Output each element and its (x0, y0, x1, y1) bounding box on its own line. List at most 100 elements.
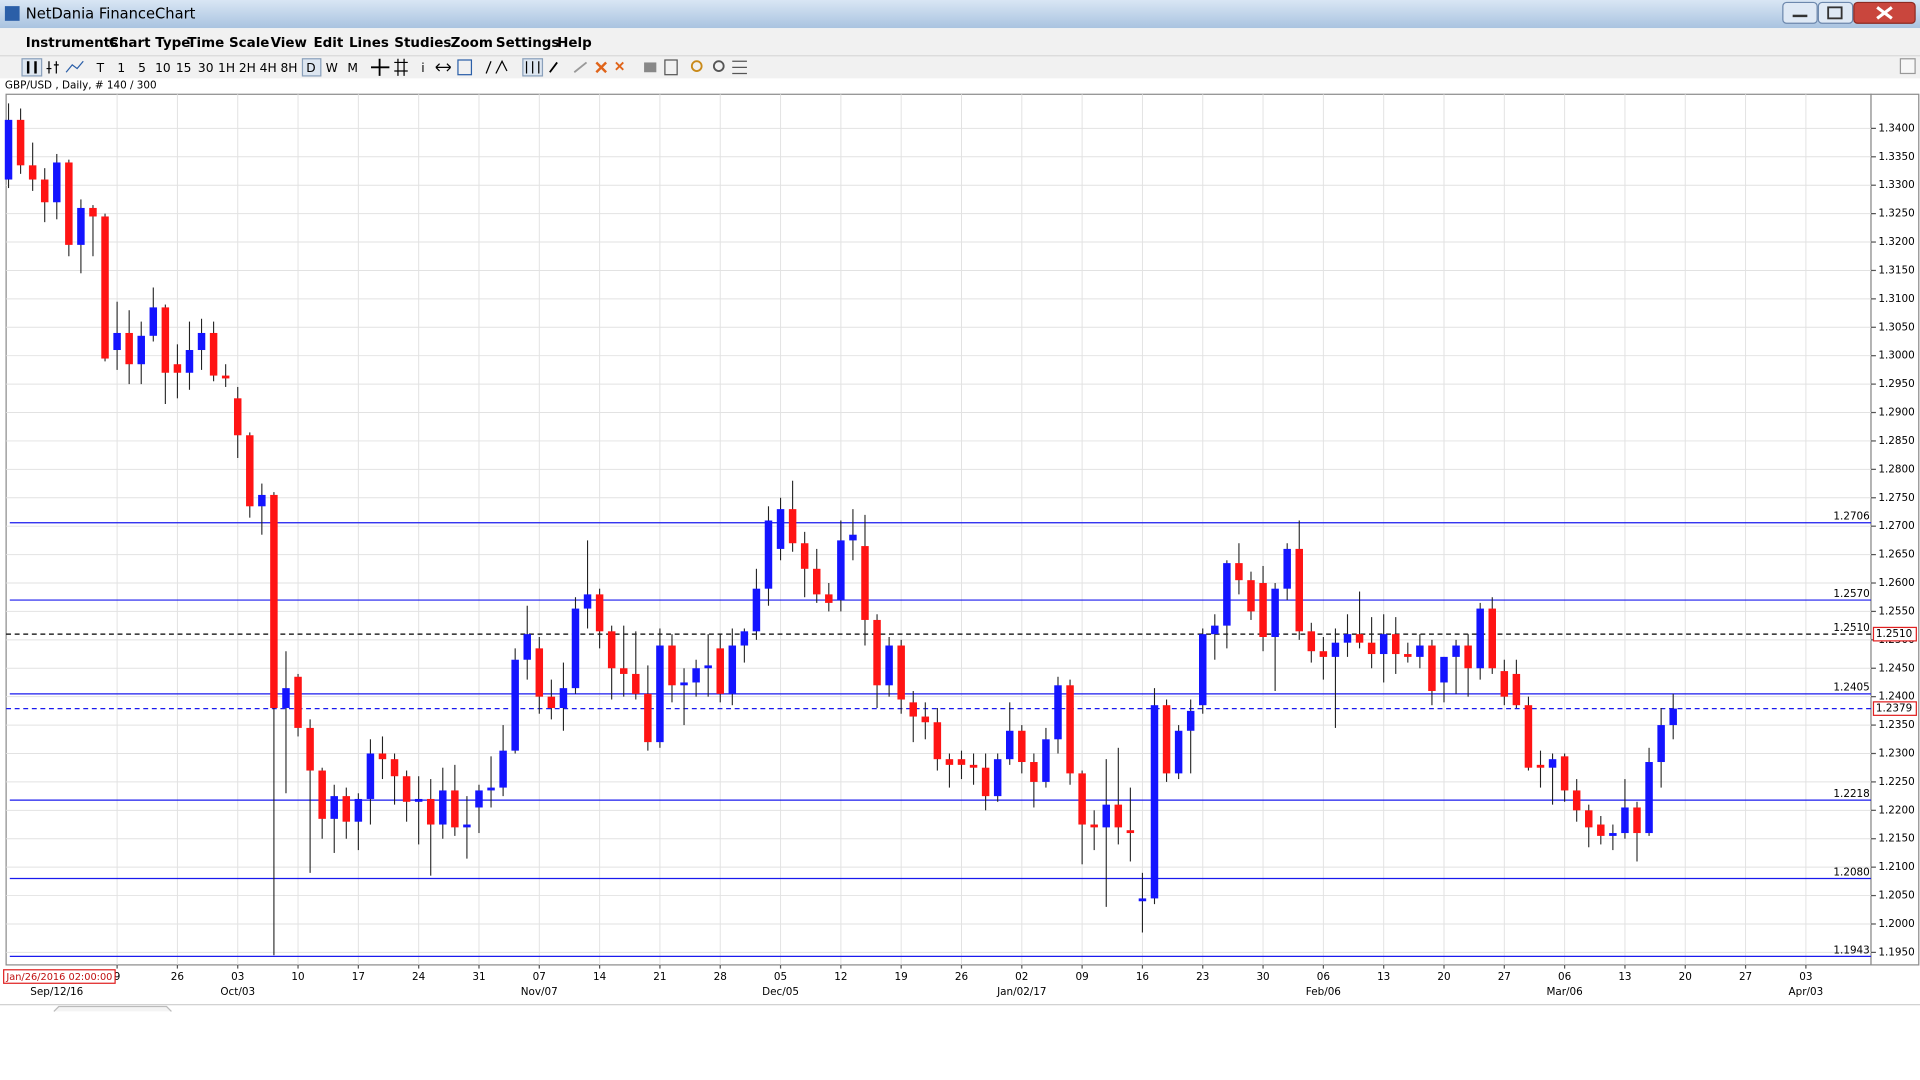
candle-body (1379, 634, 1388, 655)
menu-item[interactable]: Zoom (451, 36, 493, 51)
candle-body (1271, 588, 1279, 637)
y-tick-label: 1.3150 (1878, 264, 1914, 276)
candle-body (149, 307, 158, 336)
minimize-button[interactable] (1782, 1, 1818, 24)
interval-button[interactable]: 5 (138, 61, 146, 75)
candle-body (1355, 634, 1364, 643)
menu-item[interactable]: Time Scale (187, 36, 269, 51)
crosshair-label: Jan/26/2016 02:00:00 (5, 972, 112, 983)
tool-delete-all[interactable] (615, 61, 624, 71)
candle-body (77, 207, 85, 245)
candle-body (957, 759, 966, 765)
candle-body (1548, 759, 1557, 768)
candle-body (65, 162, 73, 245)
interval-button[interactable]: 15 (176, 61, 192, 75)
candle-body (1428, 645, 1436, 691)
x-tick-label: 20 (1437, 971, 1450, 983)
candle-body (246, 435, 254, 507)
interval-button[interactable]: 10 (155, 61, 171, 75)
tool-candle[interactable] (21, 58, 43, 77)
x-tick-label: 23 (1196, 971, 1209, 983)
candle-body (1211, 625, 1219, 635)
tool-scroll[interactable] (435, 63, 452, 72)
y-tick-label: 1.2300 (1878, 747, 1914, 759)
tool-pointer[interactable] (549, 61, 558, 73)
candle-body (390, 759, 399, 777)
candle-body (1102, 804, 1110, 828)
y-tick-label: 1.2350 (1878, 719, 1914, 731)
maximize-button[interactable] (1817, 1, 1854, 24)
candle-body (1440, 656, 1448, 683)
tool-delete[interactable] (595, 61, 607, 74)
menu-item[interactable]: Lines (349, 36, 389, 51)
axes: 1.1950 1.2000 1.2050 1.2100 1.2150 1.2200 1.22… (30, 122, 1917, 998)
maximize-icon (1827, 6, 1843, 20)
interval-button[interactable]: 1H (218, 61, 235, 75)
level-label: 1.2218 (1833, 788, 1869, 800)
menu-item[interactable]: Chart Type (109, 36, 190, 51)
interval-button[interactable]: 1 (117, 61, 125, 75)
tool-info[interactable]: i (421, 61, 424, 75)
candle-body (451, 790, 459, 828)
y-tick-label: 1.2950 (1878, 378, 1914, 390)
tool-print[interactable] (644, 62, 657, 73)
x-tick-label: 27 (1739, 971, 1752, 983)
candle-body (511, 659, 519, 751)
tool-line[interactable] (65, 60, 84, 73)
tool-preview[interactable] (664, 59, 678, 76)
interval-button[interactable]: 4H (260, 61, 277, 75)
candle-body (680, 682, 688, 686)
interval-button[interactable]: 2H (239, 61, 256, 75)
candle-body (619, 668, 628, 674)
interval-button[interactable]: T (96, 61, 105, 75)
candle-body (378, 753, 387, 760)
candle-body (487, 787, 495, 791)
candle-body (185, 350, 194, 373)
interval-button[interactable]: 8H (280, 61, 297, 75)
candle-body (921, 716, 930, 723)
x-tick-label: 03 (231, 971, 244, 983)
candle-body (221, 375, 230, 379)
candle-body (909, 702, 917, 717)
title-bar (0, 0, 1920, 29)
candle-body (1307, 631, 1316, 652)
tool-ohlc[interactable] (46, 61, 59, 74)
tab[interactable] (53, 1005, 172, 1012)
x-tick-label: 14 (593, 971, 607, 983)
menu-item[interactable]: Settings (496, 36, 560, 51)
tool-zoom-in[interactable] (690, 60, 703, 72)
menu-item[interactable]: View (271, 36, 307, 51)
tool-pen[interactable] (573, 61, 588, 73)
tool-volume[interactable] (457, 59, 473, 76)
candle-body (197, 332, 206, 351)
candle-body (270, 494, 278, 709)
tool-trend[interactable] (485, 59, 508, 74)
candle-body (1645, 762, 1653, 834)
interval-button[interactable]: 30 (198, 61, 214, 75)
x-tick-label: 03 (1799, 971, 1812, 983)
x-tick-label: 13 (1377, 971, 1390, 983)
tool-grid[interactable] (394, 58, 408, 76)
interval-button[interactable]: D (306, 61, 315, 75)
tool-fit[interactable] (732, 60, 747, 75)
x-major-label: Nov/07 (521, 986, 558, 998)
level-label: 1.2080 (1833, 866, 1869, 878)
candle-body (1597, 824, 1605, 836)
menu-item[interactable]: Studies (394, 36, 451, 51)
candle-body (1367, 642, 1376, 655)
tool-zoom-out[interactable] (712, 60, 725, 72)
candle-body (933, 722, 942, 760)
menu-item[interactable]: Help (557, 36, 592, 51)
menu-item[interactable]: Instruments (26, 36, 118, 51)
x-tick-label: 12 (834, 971, 847, 983)
panel-button[interactable] (1899, 58, 1916, 75)
interval-button[interactable]: W (326, 61, 338, 75)
tool-crosshair[interactable] (371, 58, 390, 76)
candle-body (330, 796, 338, 819)
candle-body (125, 332, 133, 365)
x-tick-label: 07 (533, 971, 546, 983)
interval-button[interactable]: M (347, 61, 358, 75)
candle-body (788, 509, 797, 544)
menu-item[interactable]: Edit (313, 36, 343, 51)
